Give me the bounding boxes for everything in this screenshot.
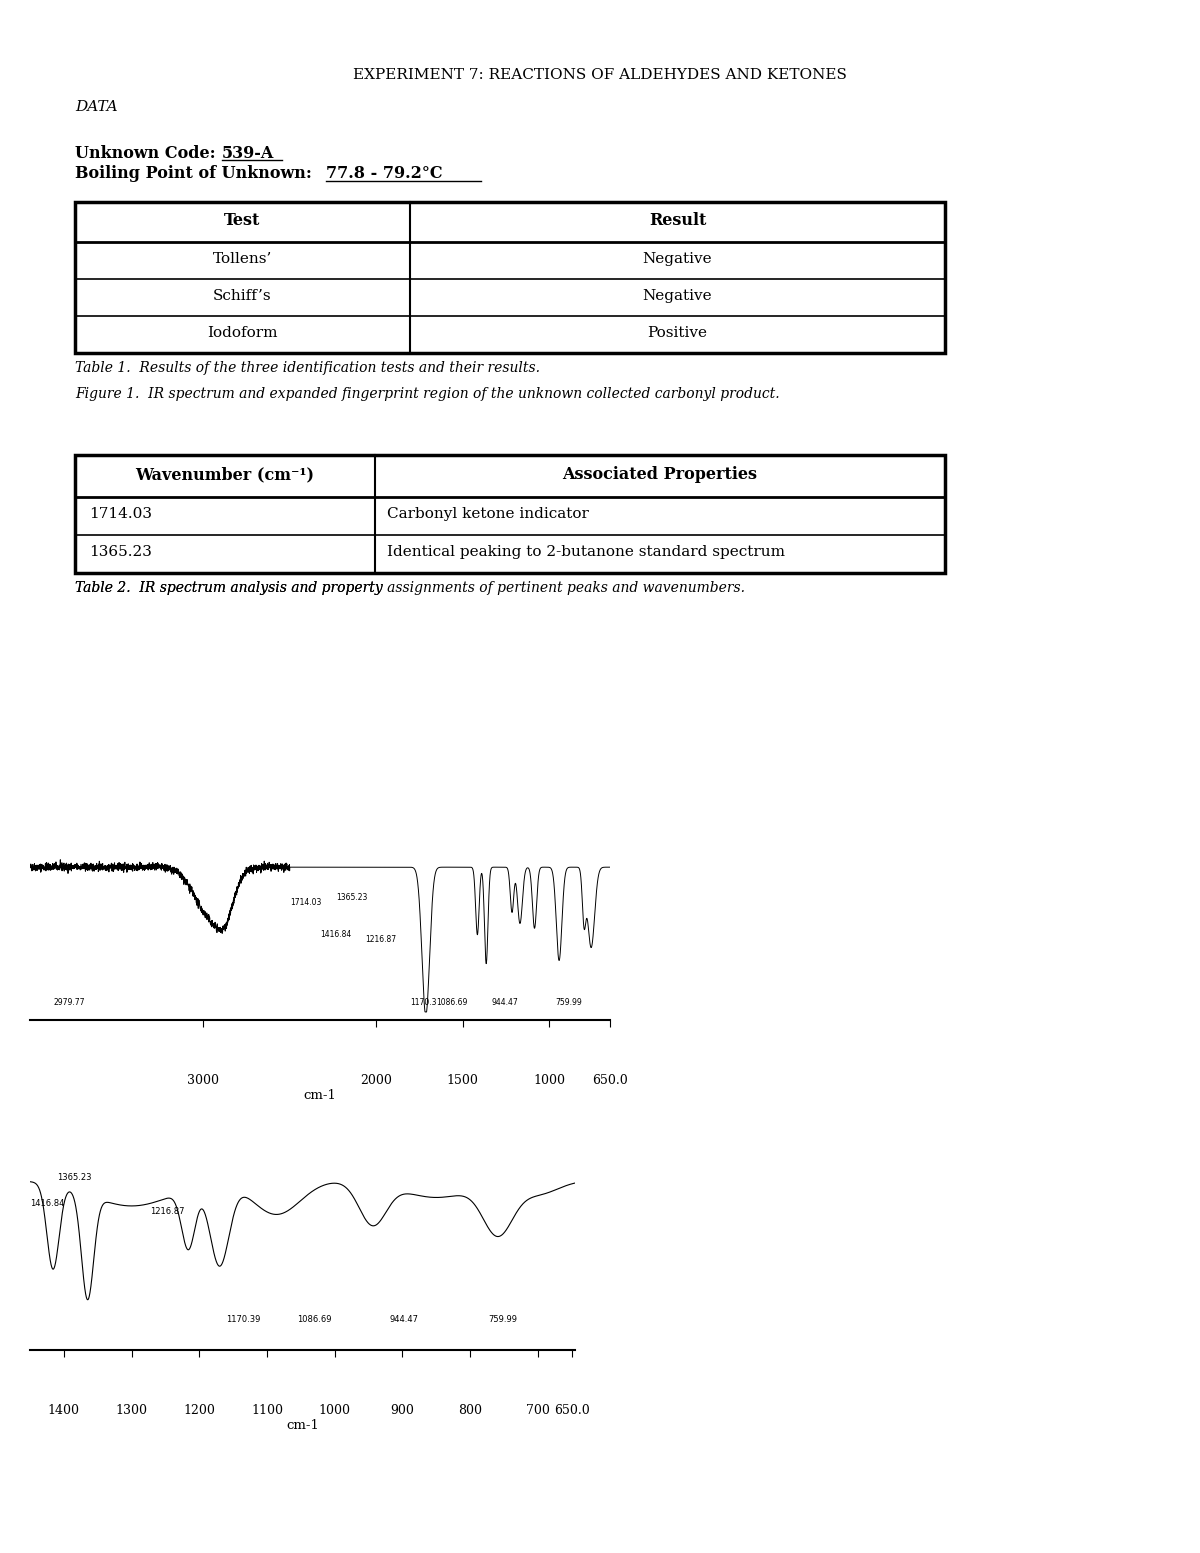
Text: 1365.23: 1365.23: [58, 1173, 91, 1182]
X-axis label: cm-1: cm-1: [304, 1089, 336, 1101]
Text: 1416.84: 1416.84: [30, 1199, 65, 1208]
Text: Test: Test: [224, 213, 260, 228]
Text: 2979.77: 2979.77: [53, 999, 85, 1008]
Text: Wavenumber (cm⁻¹): Wavenumber (cm⁻¹): [136, 466, 314, 483]
Text: Positive: Positive: [648, 326, 708, 340]
Text: 1714.03: 1714.03: [89, 506, 152, 520]
Text: Boiling Point of Unknown:: Boiling Point of Unknown:: [74, 165, 312, 182]
Text: 759.99: 759.99: [554, 999, 582, 1008]
Text: EXPERIMENT 7: REACTIONS OF ALDEHYDES AND KETONES: EXPERIMENT 7: REACTIONS OF ALDEHYDES AND…: [353, 68, 847, 82]
Text: Negative: Negative: [643, 252, 713, 266]
Bar: [74, 455, 946, 573]
Text: Table 2.  IR spectrum analysis and property assignments of pertinent peaks and w: Table 2. IR spectrum analysis and proper…: [74, 581, 745, 595]
Text: 77.8 - 79.2°C: 77.8 - 79.2°C: [326, 165, 443, 182]
Text: Schiff’s: Schiff’s: [214, 289, 271, 303]
Text: 539-A: 539-A: [222, 144, 275, 162]
Text: Table 1.  Results of the three identification tests and their results.: Table 1. Results of the three identifica…: [74, 360, 540, 374]
Text: 1086.69: 1086.69: [298, 1315, 331, 1325]
Text: Result: Result: [649, 213, 706, 228]
Text: Figure 1.  IR spectrum and expanded fingerprint region of the unknown collected : Figure 1. IR spectrum and expanded finge…: [74, 387, 780, 401]
Text: 1714.03: 1714.03: [290, 898, 322, 907]
Text: Associated Properties: Associated Properties: [563, 466, 757, 483]
Text: Unknown Code:: Unknown Code:: [74, 144, 216, 162]
Text: 759.99: 759.99: [487, 1315, 517, 1325]
X-axis label: cm-1: cm-1: [286, 1418, 319, 1432]
Text: Negative: Negative: [643, 289, 713, 303]
Text: 944.47: 944.47: [491, 999, 518, 1008]
Text: Table 2.  IR spectrum analysis and property: Table 2. IR spectrum analysis and proper…: [74, 581, 388, 595]
Text: Carbonyl ketone indicator: Carbonyl ketone indicator: [388, 506, 589, 520]
Text: DATA: DATA: [74, 99, 118, 113]
Bar: [74, 202, 946, 353]
Text: 1216.87: 1216.87: [365, 935, 396, 944]
Text: Identical peaking to 2-butanone standard spectrum: Identical peaking to 2-butanone standard…: [388, 545, 785, 559]
Text: 1086.69: 1086.69: [436, 999, 467, 1008]
Text: Tollens’: Tollens’: [212, 252, 272, 266]
Text: 1416.84: 1416.84: [320, 930, 352, 938]
Text: 1365.23: 1365.23: [89, 545, 152, 559]
Text: Iodoform: Iodoform: [208, 326, 277, 340]
Text: 1365.23: 1365.23: [336, 893, 367, 902]
Text: 1170.39: 1170.39: [226, 1315, 260, 1325]
Text: 1216.87: 1216.87: [150, 1207, 185, 1216]
Text: 1170.3: 1170.3: [410, 999, 437, 1008]
Text: 944.47: 944.47: [390, 1315, 419, 1325]
